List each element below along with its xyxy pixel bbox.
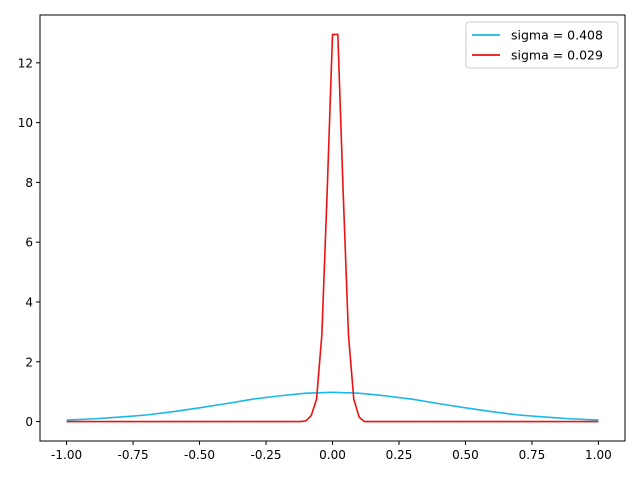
x-axis: -1.00 -0.75 -0.50 -0.25 0.00 0.25 0.50 0.75 1.00 (51, 441, 612, 462)
y-tick-label: 2 (25, 355, 33, 369)
y-tick-label: 12 (18, 56, 33, 70)
x-tick-label: -0.25 (250, 448, 281, 462)
legend-label-0: sigma = 0.408 (511, 28, 603, 43)
x-tick-label: 0.25 (386, 448, 413, 462)
x-tick-label: -0.50 (184, 448, 215, 462)
x-tick-label: 0.75 (519, 448, 546, 462)
x-tick-label: 1.00 (585, 448, 612, 462)
y-tick-label: 6 (25, 236, 33, 250)
series-line-0 (66, 391, 599, 421)
legend-label-1: sigma = 0.029 (511, 48, 603, 63)
y-tick-label: 0 (25, 415, 33, 429)
y-tick-label: 10 (18, 116, 33, 130)
y-axis: 0 2 4 6 8 10 12 (18, 56, 40, 429)
x-tick-label: -0.75 (118, 448, 149, 462)
series-line-1 (66, 33, 599, 423)
legend-box (465, 21, 619, 69)
y-tick-label: 8 (25, 176, 33, 190)
x-tick-label: 0.00 (319, 448, 346, 462)
x-tick-label: 0.50 (452, 448, 479, 462)
x-tick-label: -1.00 (51, 448, 82, 462)
y-tick-label: 4 (25, 295, 33, 309)
legend: sigma = 0.408 sigma = 0.029 (465, 21, 619, 69)
series-layer (66, 33, 599, 423)
